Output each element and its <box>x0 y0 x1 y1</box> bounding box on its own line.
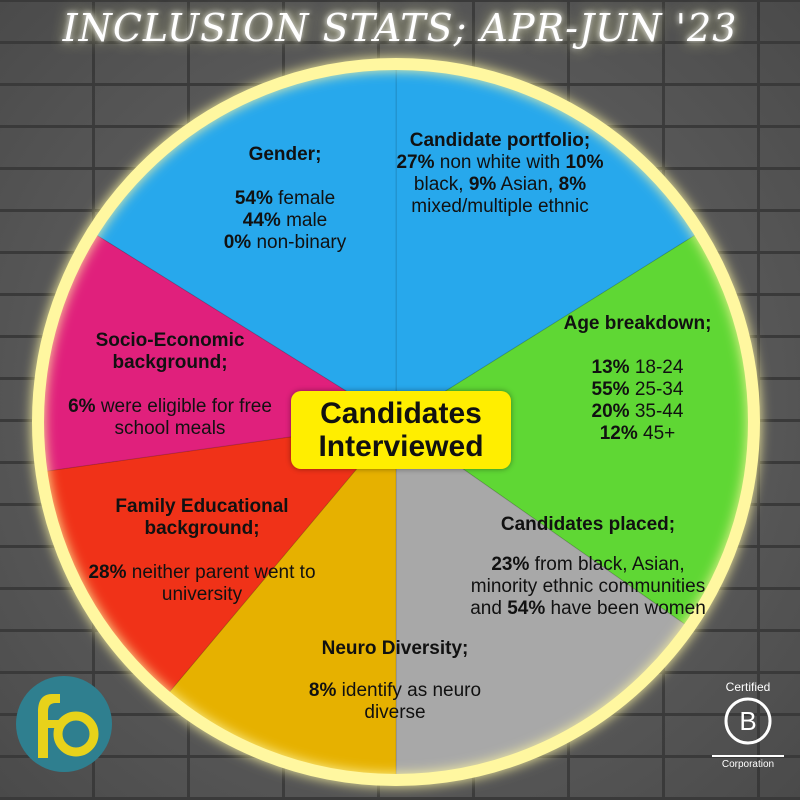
b-corp-corporation: Corporation <box>712 755 784 770</box>
b-corp-badge: Certified B Corporation <box>712 680 784 770</box>
family-educational-label: Family Educational background; 28% neith… <box>82 496 322 606</box>
neuro-diversity-label: Neuro Diversity; 8% identify as neuro di… <box>290 638 500 724</box>
gender-female-pct: 54% <box>234 188 273 209</box>
gender-heading: Gender; <box>248 144 322 165</box>
candidate-portfolio-text: 27% non white with 10% black, 9% Asian, … <box>396 152 604 217</box>
page-title: INCLUSION STATS; APR-JUN '23 <box>62 6 738 50</box>
candidates-interviewed-badge: Candidates Interviewed <box>291 391 511 469</box>
neuro-diversity-heading: Neuro Diversity; <box>321 638 469 659</box>
gender-nonbinary-pct: 0% <box>223 232 252 253</box>
age-45-plus-pct: 12% <box>599 423 638 444</box>
logo-o-glyph <box>53 711 99 757</box>
age-breakdown-heading: Age breakdown; <box>563 313 712 334</box>
family-educational-text: 28% neither parent went to university <box>88 562 316 605</box>
gender-nonbinary-text: non-binary <box>256 232 347 253</box>
age-35-44-text: 35-44 <box>634 401 684 422</box>
gender-female-text: female <box>278 188 336 209</box>
gender-male-pct: 44% <box>242 210 281 231</box>
socio-economic-text: 6% were eligible for free school meals <box>68 396 272 439</box>
age-35-44-pct: 20% <box>591 401 630 422</box>
pie-glow-ring <box>32 58 760 786</box>
age-25-34-text: 25-34 <box>634 379 684 400</box>
age-45-plus-text: 45+ <box>643 423 676 444</box>
family-educational-heading: Family Educational background; <box>115 496 289 539</box>
candidate-portfolio-heading: Candidate portfolio; <box>409 130 591 151</box>
age-18-24-pct: 13% <box>591 357 630 378</box>
gender-label: Gender; 54% female 44% male 0% non-binar… <box>185 144 385 254</box>
candidate-portfolio-label: Candidate portfolio; 27% non white with … <box>395 130 605 218</box>
b-corp-certified: Certified <box>725 680 771 694</box>
company-logo <box>16 676 112 772</box>
b-corp-logo-icon: B <box>724 697 772 745</box>
age-breakdown-label: Age breakdown; 13% 18-24 55% 25-34 20% 3… <box>535 313 740 445</box>
age-25-34-pct: 55% <box>591 379 630 400</box>
candidates-placed-label: Candidates placed; 23% from black, Asian… <box>468 514 708 620</box>
socio-economic-label: Socio-Economic background; 6% were eligi… <box>55 330 285 440</box>
b-corp-letter: B <box>739 706 756 736</box>
candidates-placed-heading: Candidates placed; <box>500 514 676 535</box>
neuro-diversity-text: 8% identify as neuro diverse <box>308 680 482 723</box>
candidates-interviewed-text: Candidates Interviewed <box>318 397 484 463</box>
logo-f-glyph <box>38 694 60 758</box>
age-18-24-text: 18-24 <box>634 357 684 378</box>
gender-male-text: male <box>286 210 328 231</box>
candidates-placed-text: 23% from black, Asian, minority ethnic c… <box>470 554 706 619</box>
socio-economic-heading: Socio-Economic background; <box>95 330 245 373</box>
